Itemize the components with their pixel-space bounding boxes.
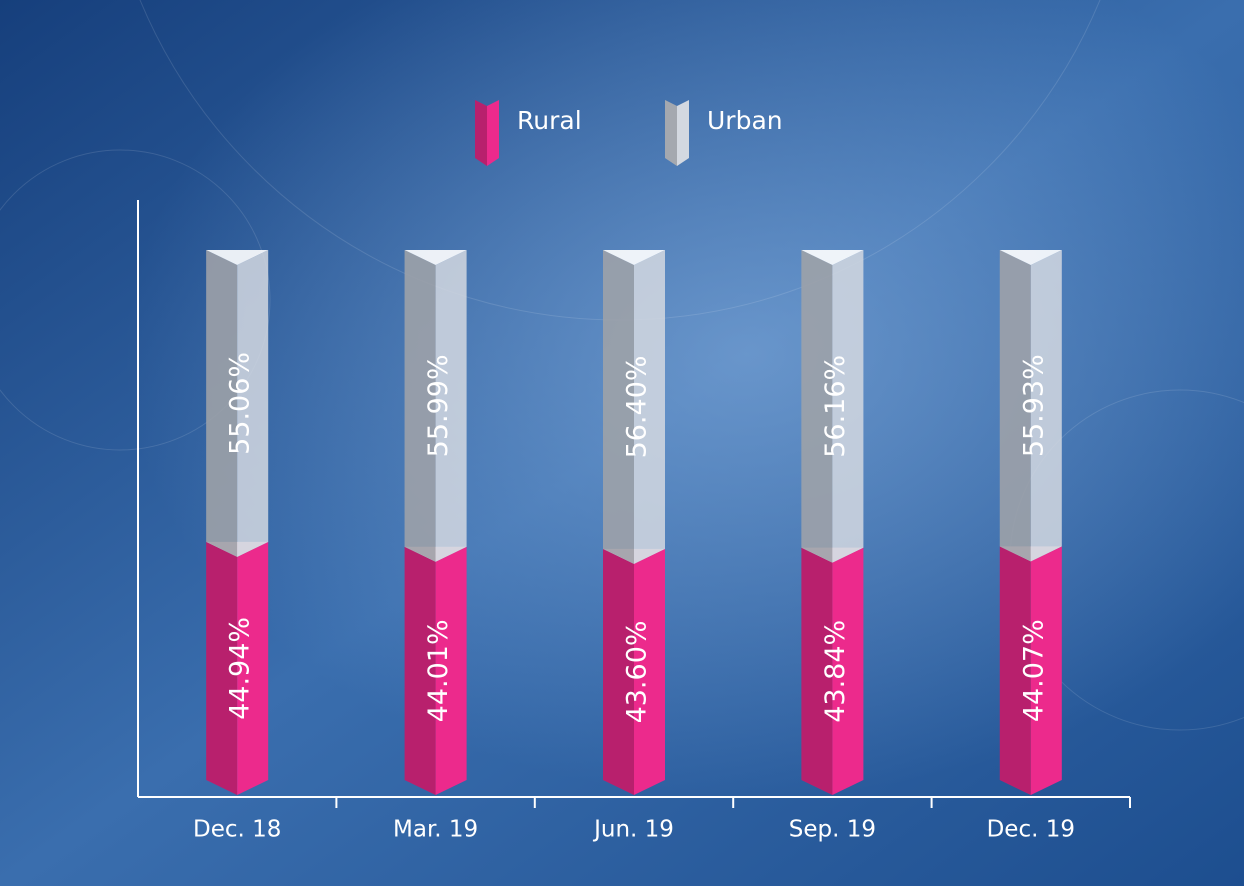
x-tick-label: Jun. 19 — [592, 817, 674, 843]
value-label: 44.94% — [225, 617, 256, 720]
legend-label: Rural — [517, 106, 582, 135]
chart: 44.94% 55.06% Dec. 18 44.01% 55.99% Mar. 19 43… — [0, 0, 1244, 886]
value-label: 56.16% — [820, 355, 851, 458]
legend-swatch-shade — [475, 100, 487, 166]
legend-swatch-shade — [665, 100, 677, 166]
value-label: 44.07% — [1018, 619, 1049, 722]
value-label: 43.60% — [622, 620, 653, 723]
x-tick-label: Sep. 19 — [789, 817, 876, 843]
value-label: 44.01% — [423, 619, 454, 722]
value-label: 55.99% — [423, 354, 454, 457]
x-tick-label: Dec. 19 — [987, 817, 1075, 843]
x-tick-label: Dec. 18 — [193, 817, 281, 843]
value-label: 55.93% — [1018, 354, 1049, 457]
legend-swatch — [677, 100, 689, 166]
page: 44.94% 55.06% Dec. 18 44.01% 55.99% Mar. 19 43… — [0, 0, 1244, 886]
legend-label: Urban — [707, 106, 783, 135]
value-label: 43.84% — [820, 620, 851, 723]
legend-swatch — [487, 100, 499, 166]
value-label: 55.06% — [225, 352, 256, 455]
x-tick-label: Mar. 19 — [393, 817, 478, 843]
value-label: 56.40% — [622, 355, 653, 458]
